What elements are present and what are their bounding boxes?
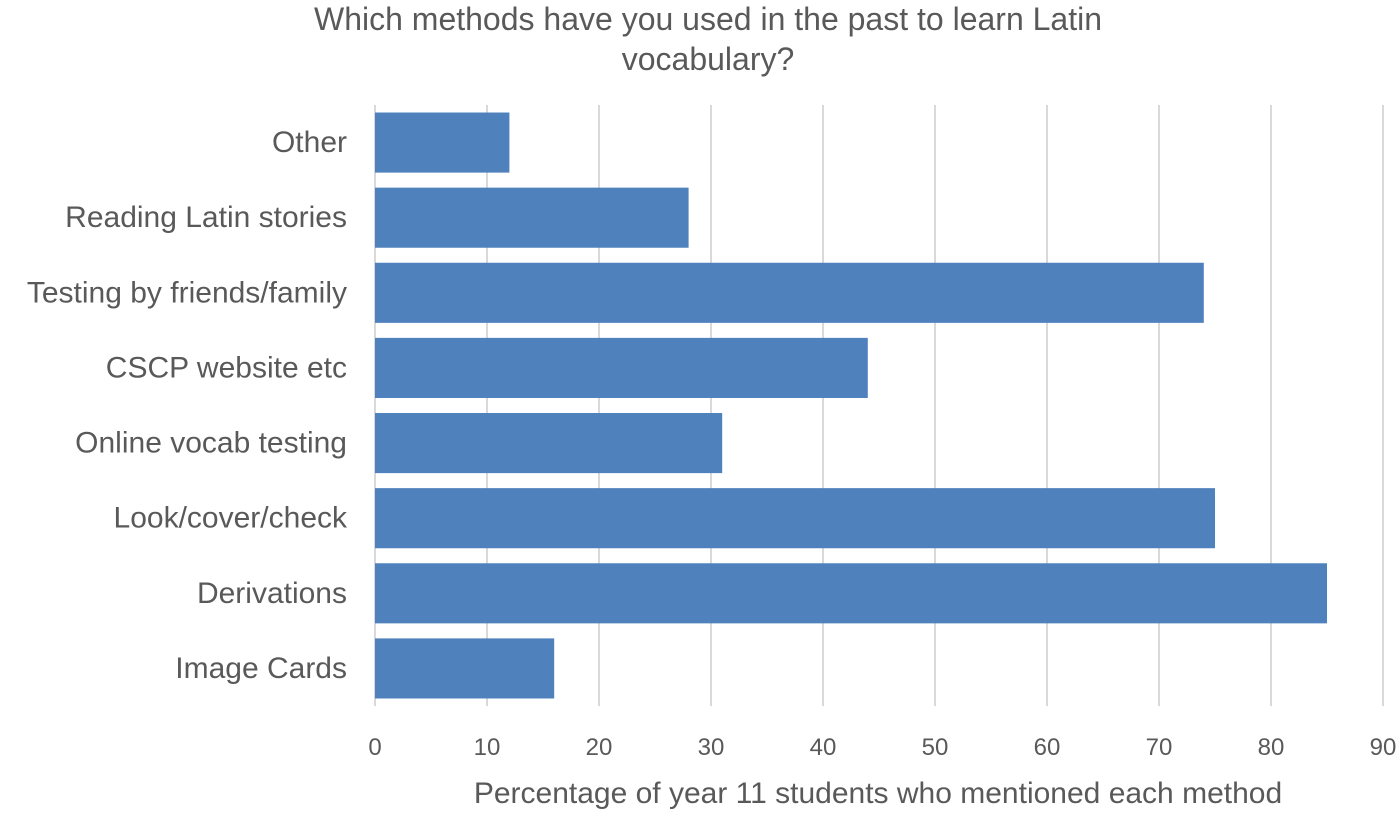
bar bbox=[375, 337, 868, 398]
x-tick-label: 10 bbox=[474, 734, 501, 761]
category-label: Reading Latin stories bbox=[65, 201, 347, 234]
x-tick-label: 20 bbox=[586, 734, 613, 761]
x-tick-label: 30 bbox=[698, 734, 725, 761]
x-tick-label: 80 bbox=[1258, 734, 1285, 761]
bar bbox=[375, 413, 723, 474]
chart-title-line-1: Which methods have you used in the past … bbox=[314, 1, 1102, 37]
category-label: CSCP website etc bbox=[106, 351, 347, 384]
bar bbox=[375, 638, 555, 699]
chart-title: Which methods have you used in the past … bbox=[314, 1, 1102, 77]
bar bbox=[375, 488, 1215, 549]
x-tick-labels: 0 10 20 30 40 50 60 70 80 90 bbox=[368, 734, 1396, 761]
category-label: Testing by friends/family bbox=[27, 276, 347, 309]
category-label: Derivations bbox=[197, 577, 347, 610]
bars bbox=[375, 112, 1327, 699]
x-tick-label: 70 bbox=[1146, 734, 1173, 761]
x-axis-title: Percentage of year 11 students who menti… bbox=[474, 777, 1282, 810]
category-label: Online vocab testing bbox=[75, 427, 347, 460]
category-labels: Image Cards Derivations Look/cover/check On… bbox=[27, 126, 348, 685]
x-tick-label: 60 bbox=[1034, 734, 1061, 761]
bar bbox=[375, 112, 510, 173]
chart-title-line-2: vocabulary? bbox=[622, 41, 795, 77]
bar bbox=[375, 262, 1204, 323]
category-label: Image Cards bbox=[175, 652, 347, 685]
bar bbox=[375, 563, 1327, 624]
x-tick-label: 90 bbox=[1370, 734, 1397, 761]
x-tick-label: 40 bbox=[810, 734, 837, 761]
category-label: Look/cover/check bbox=[114, 502, 348, 535]
x-tick-label: 50 bbox=[922, 734, 949, 761]
bar bbox=[375, 187, 689, 248]
x-tick-label: 0 bbox=[368, 734, 381, 761]
category-label: Other bbox=[272, 126, 347, 159]
